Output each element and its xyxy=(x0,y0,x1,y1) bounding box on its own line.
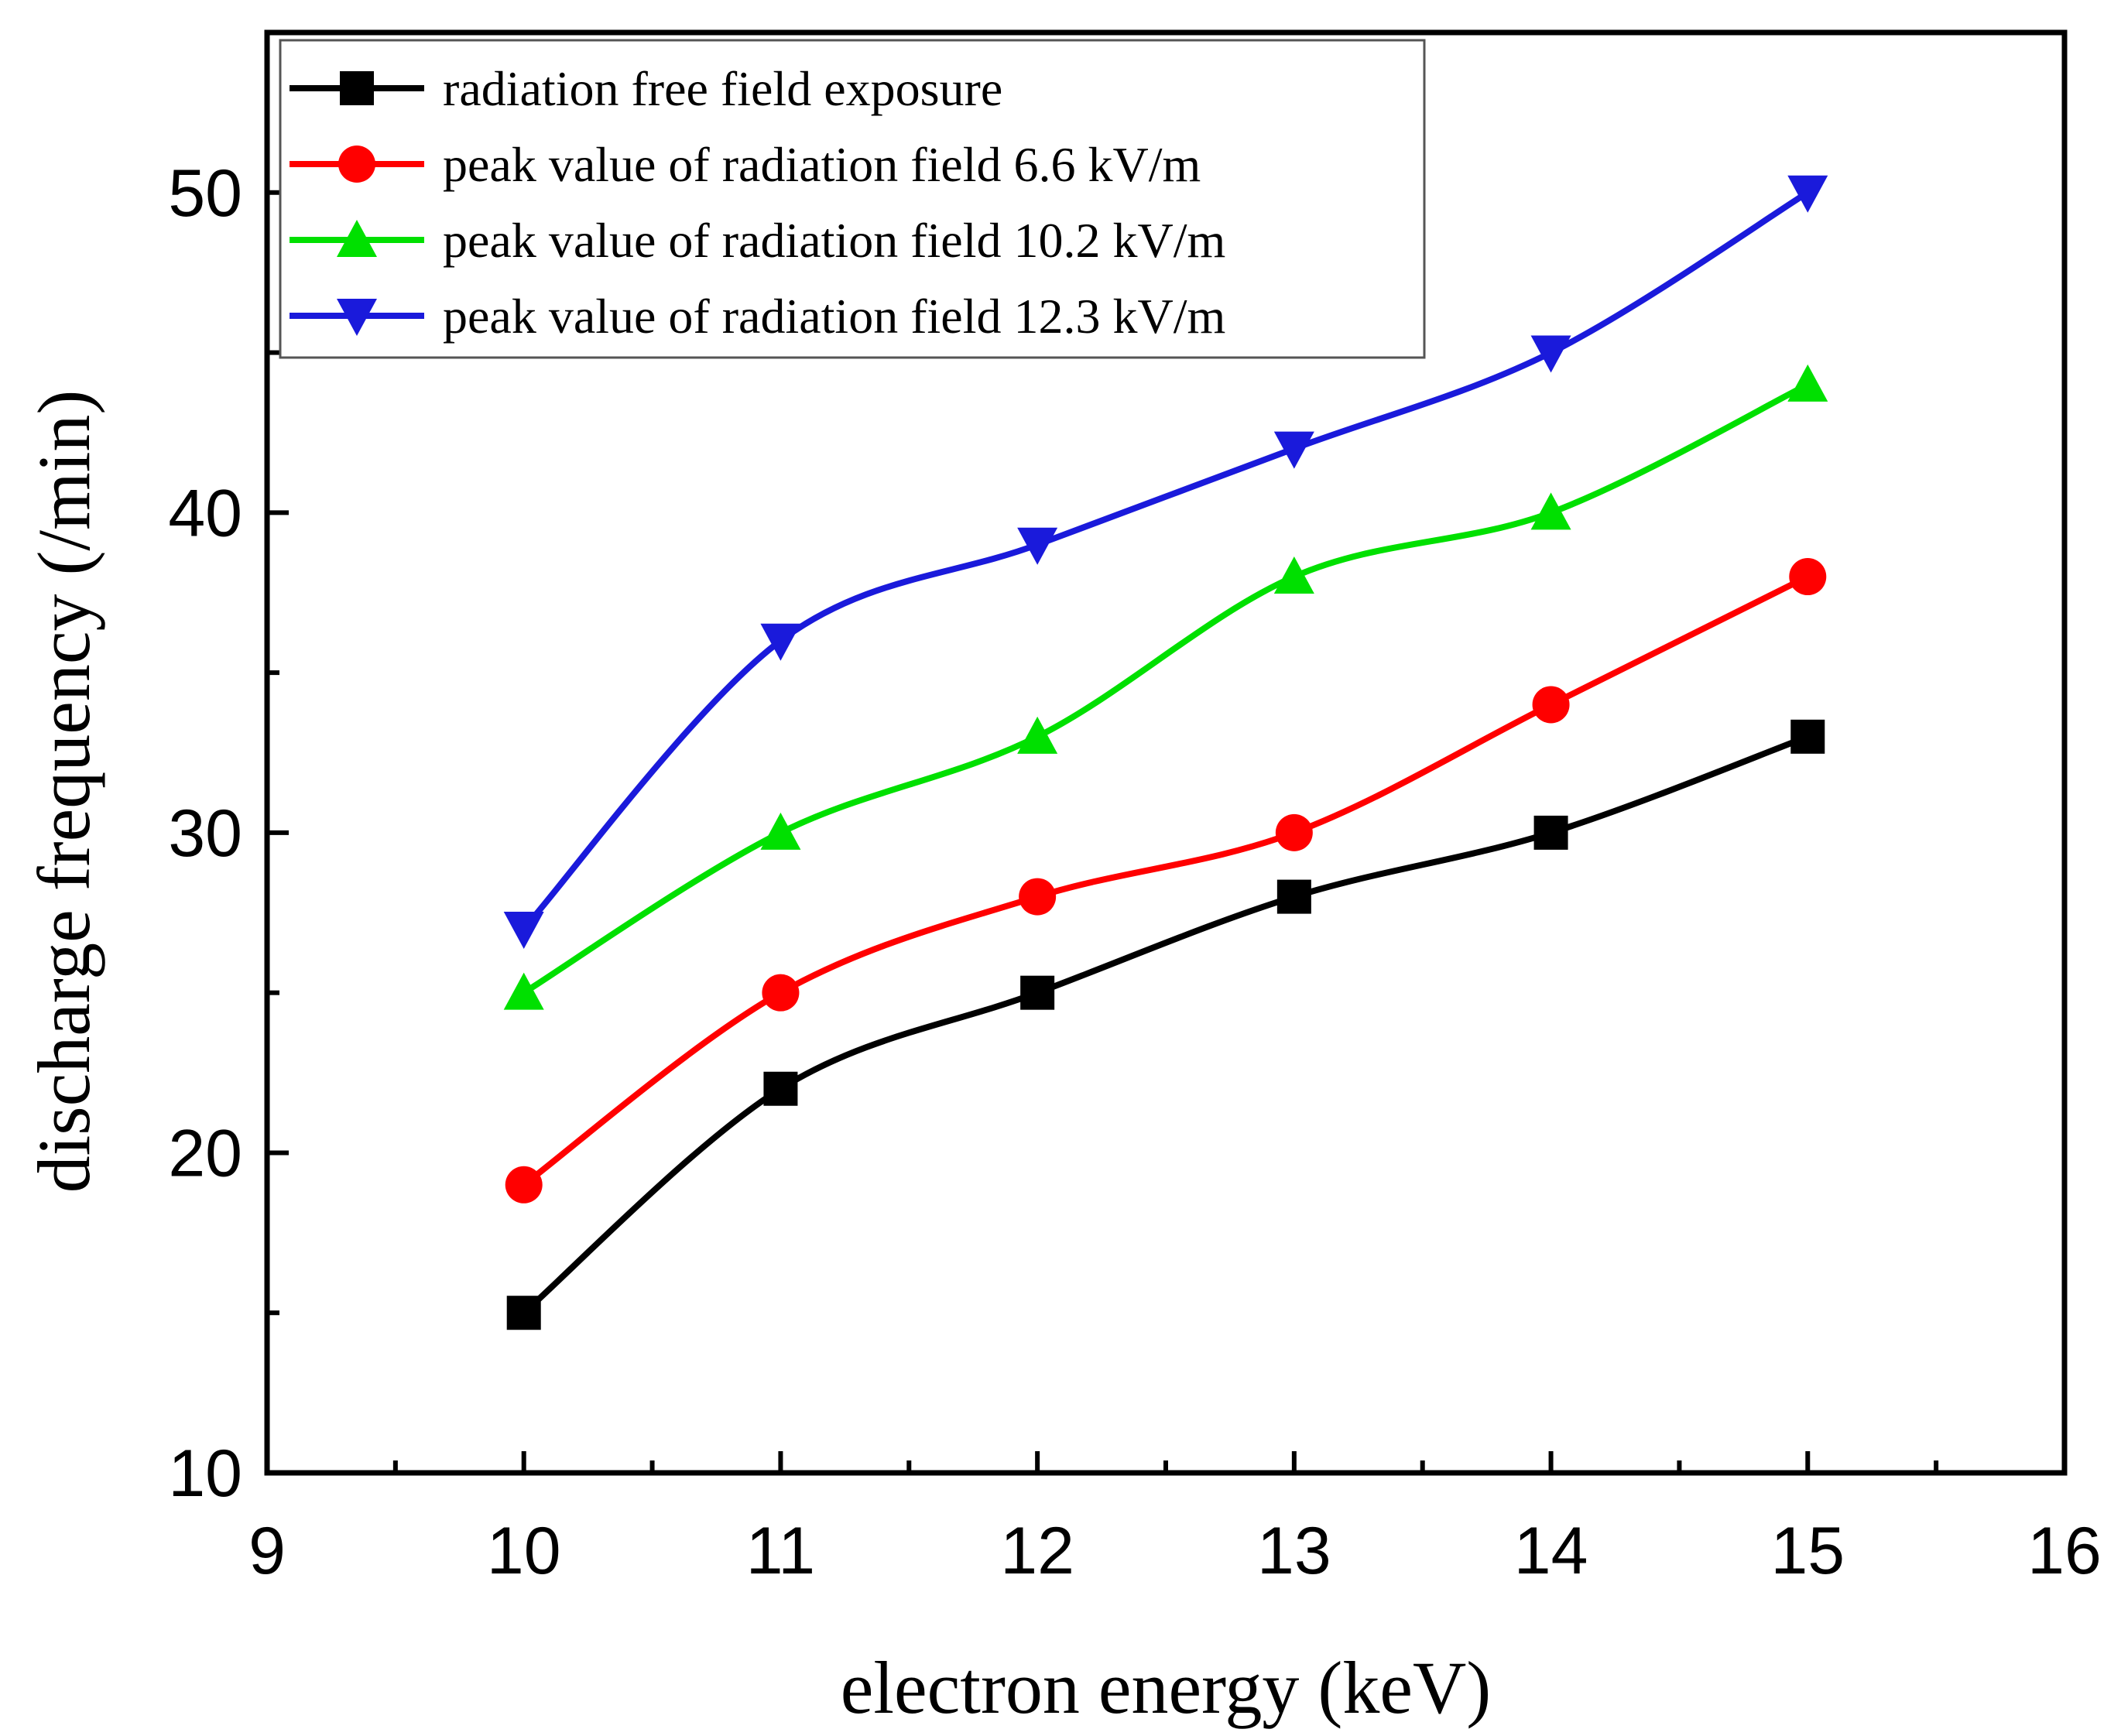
data-point xyxy=(505,1166,543,1204)
data-point xyxy=(503,972,544,1010)
legend-label: peak value of radiation field 6.6 kV/m xyxy=(443,137,1201,192)
data-point xyxy=(1017,527,1058,565)
x-tick-label: 12 xyxy=(1000,1514,1074,1588)
data-point xyxy=(1530,492,1571,530)
data-point xyxy=(763,1071,798,1106)
legend-box xyxy=(279,39,1426,359)
data-point xyxy=(1789,558,1827,596)
y-axis-title: discharge frequency (/min) xyxy=(22,390,105,1193)
data-point xyxy=(1530,335,1571,373)
data-point xyxy=(1019,878,1057,916)
y-tick-label: 10 xyxy=(168,1436,242,1511)
x-tick-label: 15 xyxy=(1770,1514,1845,1588)
series-4 xyxy=(503,175,1828,949)
series-line xyxy=(521,190,1810,931)
legend-swatch-marker xyxy=(340,71,374,105)
y-tick-label: 50 xyxy=(168,156,242,231)
data-point xyxy=(1273,431,1314,469)
x-tick-label: 9 xyxy=(248,1514,286,1588)
series-line xyxy=(522,382,1810,996)
series-2 xyxy=(505,558,1827,1204)
data-point xyxy=(1017,716,1058,754)
data-point xyxy=(762,974,800,1012)
data-point xyxy=(503,911,544,949)
legend-swatch-marker xyxy=(337,220,377,257)
data-point xyxy=(1273,556,1314,594)
legend-label: peak value of radiation field 12.3 kV/m xyxy=(443,289,1225,344)
series-line xyxy=(522,574,1810,1188)
data-point xyxy=(1276,879,1311,914)
data-point xyxy=(1787,364,1828,402)
series-1 xyxy=(506,719,1825,1330)
x-tick-label: 11 xyxy=(746,1514,815,1588)
data-point xyxy=(1533,815,1568,850)
x-tick-label: 10 xyxy=(487,1514,561,1588)
data-point xyxy=(1790,719,1825,754)
data-point xyxy=(1275,813,1313,851)
series-3 xyxy=(503,364,1828,1010)
legend-label: peak value of radiation field 10.2 kV/m xyxy=(443,213,1225,268)
x-tick-label: 13 xyxy=(1257,1514,1331,1588)
series-line xyxy=(522,734,1809,1316)
data-point xyxy=(1532,686,1570,724)
y-tick-label: 40 xyxy=(168,476,242,550)
data-point xyxy=(760,812,801,850)
y-tick-label: 20 xyxy=(168,1116,242,1190)
x-axis-title: electron energy (keV) xyxy=(841,1646,1491,1729)
series-layer xyxy=(503,175,1828,1330)
legend: radiation free field exposure peak value … xyxy=(279,39,1426,359)
data-point xyxy=(1787,175,1828,213)
y-tick-label: 30 xyxy=(168,796,242,871)
x-tick-label: 16 xyxy=(2027,1514,2102,1588)
legend-swatch-marker xyxy=(337,299,377,336)
legend-swatch-marker xyxy=(338,146,375,183)
data-point xyxy=(506,1296,541,1330)
x-tick-label: 14 xyxy=(1514,1514,1588,1588)
data-point xyxy=(1020,975,1055,1010)
legend-label: radiation free field exposure xyxy=(443,61,1002,116)
data-point xyxy=(760,623,801,661)
